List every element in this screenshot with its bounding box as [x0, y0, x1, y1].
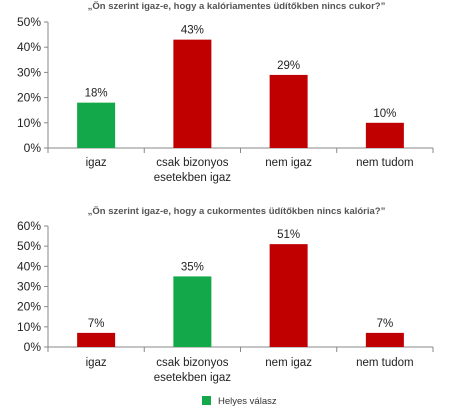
legend: Helyes válasz: [202, 396, 277, 407]
bar: [365, 122, 404, 148]
x-tick-label: csak bizonyos: [156, 157, 228, 169]
x-tick-label: nem tudom: [356, 157, 414, 169]
x-tick-label: nem tudom: [356, 357, 414, 369]
y-tick-label: 50%: [17, 15, 41, 29]
x-tick-label: nem igaz: [265, 157, 312, 169]
legend-label: Helyes válasz: [218, 396, 277, 407]
y-tick-label: 30%: [17, 65, 41, 79]
x-tick-label: igaz: [86, 157, 107, 169]
chart-calorie-free-sugar: „Ön szerint igaz-e, hogy a kalóriamentes…: [17, 1, 434, 184]
y-tick-label: 0%: [24, 141, 42, 155]
bar: [77, 102, 116, 148]
x-tick-label: igaz: [86, 357, 107, 369]
y-tick-label: 60%: [17, 219, 41, 233]
data-label: 29%: [277, 60, 300, 72]
data-label: 18%: [85, 88, 108, 100]
x-tick-label: esetekben igaz: [154, 372, 232, 384]
y-tick-label: 40%: [17, 259, 41, 273]
data-label: 7%: [377, 318, 394, 330]
y-tick-label: 0%: [24, 340, 42, 354]
data-label: 35%: [181, 261, 204, 273]
y-tick-label: 20%: [17, 300, 41, 314]
data-label: 43%: [181, 25, 204, 37]
bar: [173, 39, 212, 148]
bar: [365, 332, 404, 347]
y-tick-label: 30%: [17, 280, 41, 294]
data-label: 10%: [373, 108, 396, 120]
chart-title: „Ön szerint igaz-e, hogy a kalóriamentes…: [88, 1, 386, 12]
chart-title: „Ön szerint igaz-e, hogy a cukormentes ü…: [88, 206, 386, 217]
data-label: 51%: [277, 229, 300, 241]
x-tick-label: esetekben igaz: [154, 172, 232, 184]
bar: [173, 276, 212, 347]
bar: [269, 74, 308, 148]
y-tick-label: 10%: [17, 116, 41, 130]
x-tick-label: csak bizonyos: [156, 357, 228, 369]
x-tick-label: nem igaz: [265, 357, 312, 369]
y-tick-label: 10%: [17, 320, 41, 334]
data-label: 7%: [88, 318, 105, 330]
chart-sugar-free-calorie: „Ön szerint igaz-e, hogy a cukormentes ü…: [17, 206, 434, 384]
bar: [77, 332, 116, 347]
y-tick-label: 20%: [17, 91, 41, 105]
bar: [269, 244, 308, 347]
y-tick-label: 40%: [17, 40, 41, 54]
y-tick-label: 50%: [17, 239, 41, 253]
legend-swatch: [202, 396, 211, 405]
